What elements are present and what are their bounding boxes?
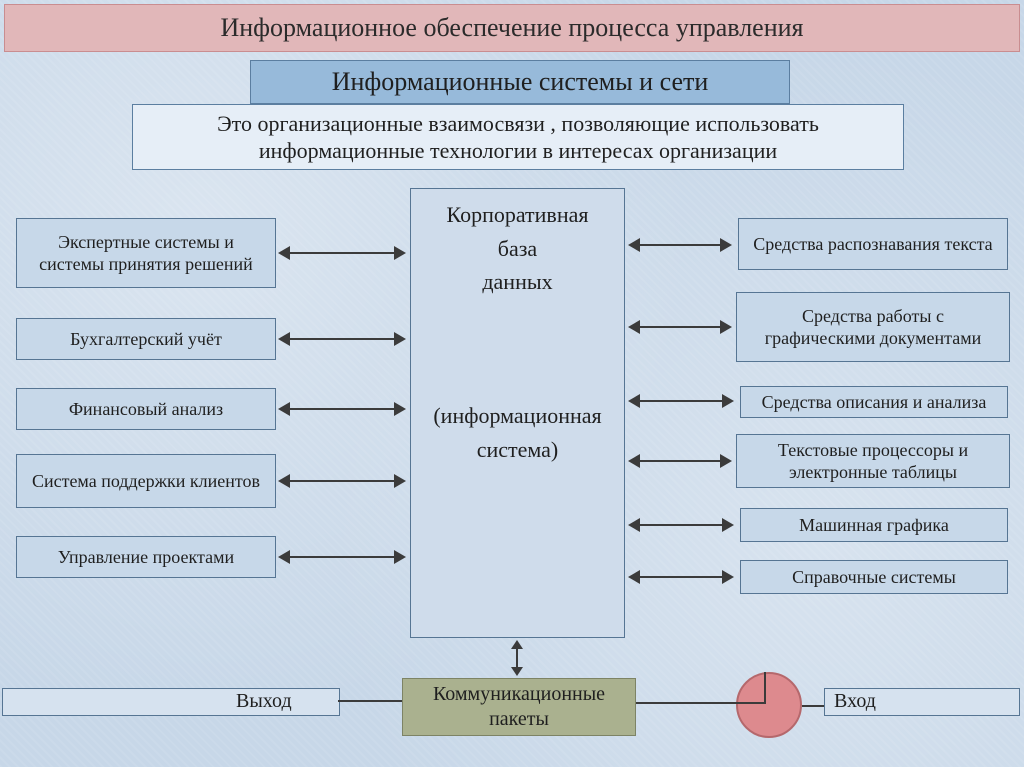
input-label-text: Вход <box>834 690 876 712</box>
main-title: Информационное обеспечение процесса упра… <box>4 4 1020 52</box>
right-node-2: Средства описания и анализа <box>740 386 1008 418</box>
right-node-4-text: Машинная графика <box>799 514 949 537</box>
description-box: Это организационные взаимосвязи , позвол… <box>132 104 904 170</box>
right-node-2-text: Средства описания и анализа <box>762 391 987 414</box>
center-line: (информационная <box>433 402 601 430</box>
right-node-3: Текстовые процессоры и электронные табли… <box>736 434 1010 488</box>
right-node-5-text: Справочные системы <box>792 566 956 589</box>
left-node-1: Бухгалтерский учёт <box>16 318 276 360</box>
right-node-3-text: Текстовые процессоры и электронные табли… <box>745 439 1001 484</box>
center-line: Корпоративная <box>447 201 589 229</box>
right-node-0: Средства распознавания текста <box>738 218 1008 270</box>
main-title-text: Информационное обеспечение процесса упра… <box>220 12 803 45</box>
left-node-3: Система поддержки клиентов <box>16 454 276 508</box>
left-node-2-text: Финансовый анализ <box>69 398 223 421</box>
output-connector <box>338 700 402 702</box>
left-node-2: Финансовый анализ <box>16 388 276 430</box>
subtitle-text: Информационные системы и сети <box>332 66 709 99</box>
center-line <box>515 302 521 330</box>
left-node-1-text: Бухгалтерский учёт <box>70 328 222 351</box>
center-line <box>515 369 521 397</box>
right-node-1: Средства работы с графическими документа… <box>736 292 1010 362</box>
input-circle <box>736 672 802 738</box>
output-label-text: Выход <box>236 690 292 712</box>
right-node-1-text: Средства работы с графическими документа… <box>745 305 1001 350</box>
right-node-5: Справочные системы <box>740 560 1008 594</box>
center-line <box>515 335 521 363</box>
input-label: Вход <box>834 690 876 713</box>
circle-to-input-connector <box>802 705 824 707</box>
left-node-4: Управление проектами <box>16 536 276 578</box>
center-line: данных <box>482 268 552 296</box>
communication-packages-box: Коммуникационные пакеты <box>402 678 636 736</box>
subtitle-box: Информационные системы и сети <box>250 60 790 104</box>
left-node-3-text: Система поддержки клиентов <box>32 470 260 493</box>
left-node-4-text: Управление проектами <box>58 546 234 569</box>
output-label: Выход <box>236 690 292 713</box>
center-database-box: Корпоративная база данных (информационная с… <box>410 188 625 638</box>
description-text: Это организационные взаимосвязи , позвол… <box>151 110 885 165</box>
left-node-0-text: Экспертные системы и системы принятия ре… <box>25 231 267 276</box>
communication-packages-text: Коммуникационные пакеты <box>409 682 629 732</box>
right-node-0-text: Средства распознавания текста <box>753 233 992 256</box>
comm-to-circle-connector-v <box>764 672 766 704</box>
left-node-0: Экспертные системы и системы принятия ре… <box>16 218 276 288</box>
center-line: система) <box>477 436 559 464</box>
comm-to-circle-connector-h <box>636 702 766 704</box>
right-node-4: Машинная графика <box>740 508 1008 542</box>
center-line: база <box>498 235 537 263</box>
